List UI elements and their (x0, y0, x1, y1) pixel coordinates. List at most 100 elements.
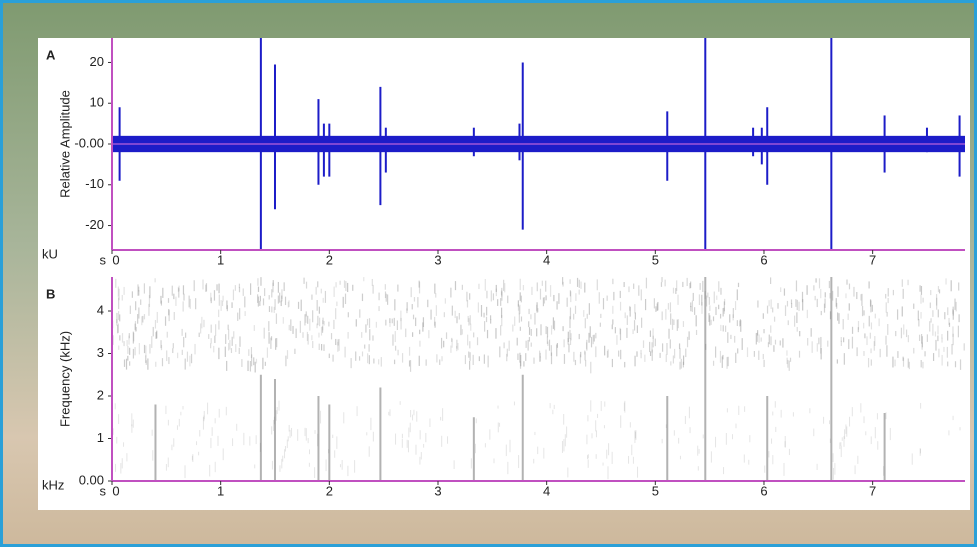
texture (590, 400, 592, 412)
texture (545, 295, 547, 301)
streak (273, 379, 276, 481)
x-tick-label: 0 (112, 252, 119, 267)
texture (694, 307, 696, 315)
texture (900, 327, 903, 339)
texture (656, 303, 658, 311)
texture (522, 284, 525, 291)
texture (512, 324, 514, 332)
texture (418, 355, 420, 366)
texture (365, 324, 367, 333)
texture (824, 292, 826, 298)
texture (271, 306, 273, 313)
texture (574, 359, 577, 366)
texture (375, 321, 377, 328)
texture (238, 283, 241, 289)
texture (818, 278, 821, 289)
texture (415, 317, 417, 327)
texture (714, 346, 717, 358)
texture (958, 282, 960, 291)
texture (332, 354, 334, 362)
texture (183, 336, 185, 348)
texture (356, 406, 358, 417)
texture (232, 438, 234, 447)
texture (772, 307, 774, 313)
texture (519, 304, 521, 314)
texture (476, 337, 479, 346)
texture (603, 425, 605, 429)
texture (736, 289, 738, 301)
texture (486, 290, 488, 299)
texture (902, 357, 905, 367)
texture (877, 441, 879, 450)
texture (889, 427, 891, 441)
texture (932, 310, 934, 317)
texture (467, 334, 469, 346)
texture (937, 309, 939, 318)
texture (406, 308, 408, 314)
texture (234, 285, 236, 291)
texture (128, 335, 130, 345)
texture (133, 332, 135, 342)
texture (946, 346, 948, 358)
texture (839, 442, 841, 450)
texture (673, 319, 675, 326)
texture (708, 296, 710, 305)
texture (516, 337, 518, 346)
texture (156, 330, 158, 339)
texture (342, 296, 344, 308)
texture (563, 354, 566, 364)
texture (636, 325, 638, 334)
texture (832, 453, 834, 462)
texture (148, 295, 151, 307)
texture (271, 426, 273, 435)
texture (633, 283, 635, 289)
texture (500, 325, 502, 336)
texture (562, 281, 564, 287)
texture (661, 438, 663, 444)
texture (147, 358, 149, 370)
texture (702, 434, 704, 439)
texture (788, 360, 790, 371)
texture (546, 336, 549, 344)
texture (741, 338, 743, 350)
texture (134, 323, 136, 330)
texture (743, 454, 745, 463)
texture (289, 429, 291, 438)
texture (406, 302, 408, 311)
texture (132, 419, 134, 428)
texture (211, 427, 213, 436)
texture (518, 306, 520, 315)
texture (713, 291, 715, 304)
texture (570, 291, 572, 303)
x-tick-label: 6 (760, 252, 767, 267)
texture (395, 345, 397, 351)
texture (757, 300, 759, 308)
texture (932, 353, 935, 361)
texture (838, 313, 840, 324)
texture (114, 403, 116, 410)
texture (413, 297, 416, 302)
texture (288, 300, 290, 307)
texture (466, 291, 468, 302)
texture (305, 313, 307, 323)
texture (620, 415, 622, 428)
texture (870, 436, 872, 445)
texture (274, 299, 276, 310)
texture (740, 320, 742, 332)
texture (368, 344, 370, 352)
texture (861, 293, 863, 306)
texture (469, 315, 471, 325)
texture (715, 306, 717, 316)
texture (595, 420, 597, 432)
texture (162, 287, 164, 298)
texture (116, 436, 118, 444)
texture (412, 414, 414, 421)
texture (260, 277, 262, 286)
texture (684, 415, 686, 425)
texture (225, 406, 227, 416)
texture (774, 401, 776, 408)
texture (309, 449, 311, 455)
texture (767, 342, 770, 348)
texture (607, 466, 609, 480)
y-tick-label: 1 (97, 430, 104, 445)
